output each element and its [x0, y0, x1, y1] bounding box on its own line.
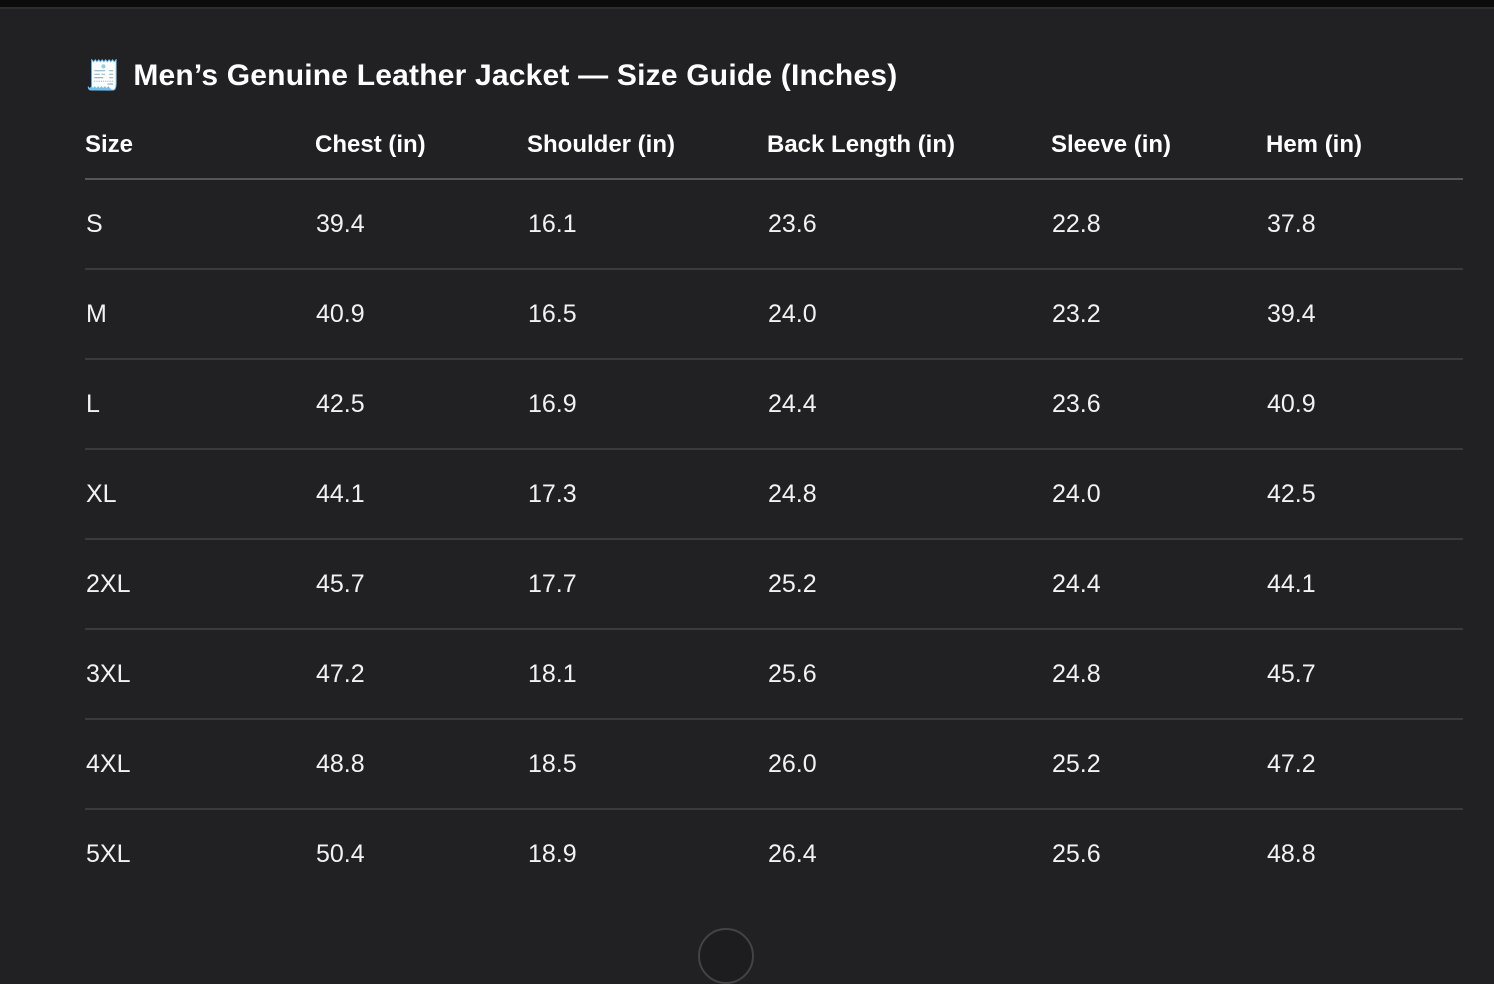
measurement-cell: 24.0: [1051, 448, 1266, 539]
size-cell: 5XL: [85, 808, 315, 899]
measurement-cell: 17.7: [527, 538, 767, 629]
measurement-cell: 44.1: [315, 448, 527, 539]
measurement-cell: 16.1: [528, 209, 577, 238]
measurement-cell: 48.8: [1266, 808, 1463, 899]
measurement-cell: 25.2: [1051, 718, 1266, 809]
measurement-cell: 16.5: [527, 268, 767, 359]
measurement-cell: 45.7: [1266, 628, 1463, 719]
measurement-cell: 42.5: [1266, 448, 1463, 539]
measurement-cell: 48.8: [315, 718, 527, 809]
column-header-shoulder-in: Shoulder (in): [527, 116, 767, 180]
page-title: 🧾 Men’s Genuine Leather Jacket — Size Gui…: [85, 57, 1463, 94]
measurement-cell: 44.1: [1266, 538, 1463, 629]
table-body: S 39.4 16.1 23.6 22.8 37.8 M 40.9 16.5 24.0 23.2 39…: [85, 179, 1463, 899]
scroll-to-bottom-button[interactable]: [698, 928, 754, 984]
measurement-cell: 24.4: [1051, 538, 1266, 629]
measurement-cell: 18.1: [527, 628, 767, 719]
measurement-cell: 24.0: [767, 268, 1051, 359]
measurement-cell: 47.2: [315, 628, 527, 719]
table-row: 4XL 48.8 18.5 26.0 25.2 47.2: [85, 718, 1463, 809]
measurement-cell: 17.3: [527, 448, 767, 539]
measurement-cell: 16.9: [527, 358, 767, 449]
table-row: 3XL 47.2 18.1 25.6 24.8 45.7: [85, 628, 1463, 719]
measurement-cell: 24.4: [767, 358, 1051, 449]
size-cell: XL: [85, 448, 315, 539]
receipt-emoji-icon: 🧾: [85, 58, 122, 92]
measurement-cell: 47.2: [1266, 718, 1463, 809]
size-cell: L: [85, 358, 315, 449]
table-row: XL 44.1 17.3 24.8 24.0 42.5: [85, 448, 1463, 539]
table-row: S 39.4 16.1 23.6 22.8 37.8: [85, 179, 1463, 269]
measurement-cell: 37.8: [1267, 209, 1316, 238]
table-header-row: Size Chest (in) Shoulder (in) Back Length (…: [85, 116, 1463, 180]
measurement-cell: 23.2: [1051, 268, 1266, 359]
table-row: 5XL 50.4 18.9 26.4 25.6 48.8: [85, 808, 1463, 899]
size-cell: 3XL: [85, 628, 315, 719]
column-header-sleeve-in: Sleeve (in): [1051, 116, 1266, 180]
measurement-cell: 25.6: [767, 628, 1051, 719]
column-header-size: Size: [85, 116, 315, 180]
size-guide-panel: 🧾 Men’s Genuine Leather Jacket — Size Gui…: [0, 57, 1494, 899]
measurement-cell: 50.4: [315, 808, 527, 899]
measurement-cell: 39.4: [1266, 268, 1463, 359]
measurement-cell: 25.6: [1051, 808, 1266, 899]
measurement-cell: 26.0: [767, 718, 1051, 809]
measurement-cell: 18.9: [527, 808, 767, 899]
measurement-cell: 26.4: [767, 808, 1051, 899]
measurement-cell: 22.8: [1052, 209, 1101, 238]
table-row: 2XL 45.7 17.7 25.2 24.4 44.1: [85, 538, 1463, 629]
measurement-cell: 40.9: [1266, 358, 1463, 449]
page-title-text: Men’s Genuine Leather Jacket — Size Guid…: [133, 59, 898, 92]
measurement-cell: 39.4: [316, 209, 365, 238]
table-row: L 42.5 16.9 24.4 23.6 40.9: [85, 358, 1463, 449]
measurement-cell: 40.9: [315, 268, 527, 359]
measurement-cell: 23.6: [1051, 358, 1266, 449]
window-top-edge: [0, 0, 1494, 9]
size-cell: M: [85, 268, 315, 359]
size-guide-table: Size Chest (in) Shoulder (in) Back Length (…: [85, 116, 1463, 899]
measurement-cell: 42.5: [315, 358, 527, 449]
column-header-chest-in: Chest (in): [315, 116, 527, 180]
measurement-cell: 25.2: [767, 538, 1051, 629]
size-cell: S: [86, 209, 103, 238]
column-header-back-length-in: Back Length (in): [767, 116, 1051, 180]
measurement-cell: 24.8: [767, 448, 1051, 539]
measurement-cell: 23.6: [768, 209, 817, 238]
measurement-cell: 18.5: [527, 718, 767, 809]
size-cell: 2XL: [85, 538, 315, 629]
column-header-hem-in: Hem (in): [1266, 116, 1463, 180]
size-cell: 4XL: [85, 718, 315, 809]
table-row: M 40.9 16.5 24.0 23.2 39.4: [85, 268, 1463, 359]
measurement-cell: 45.7: [315, 538, 527, 629]
measurement-cell: 24.8: [1051, 628, 1266, 719]
